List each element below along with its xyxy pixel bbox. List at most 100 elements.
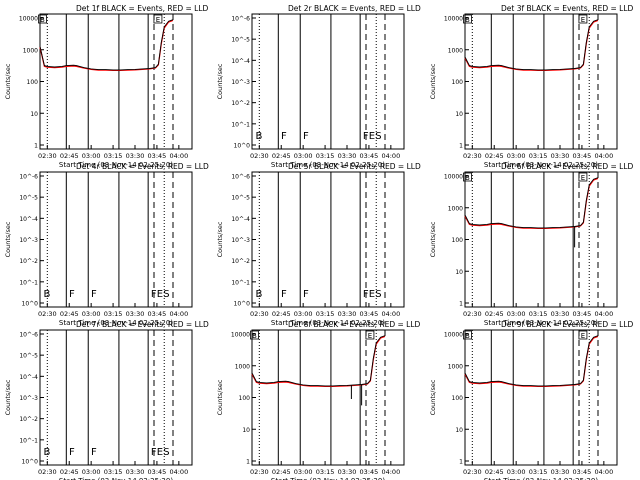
x-tick-label: 02:30 — [250, 152, 269, 160]
y-tick-label: 10^-4 — [231, 58, 250, 65]
y-tick-label: 10^0 — [22, 301, 39, 308]
y-tick-label: 10^-2 — [19, 416, 38, 423]
x-tick-label: 03:15 — [529, 152, 548, 160]
plot-frame — [39, 329, 193, 466]
x-tick-label: 03:30 — [338, 468, 357, 476]
x-axis-label: Start Time (03-Nov-14 02:25:20) — [484, 477, 598, 480]
x-tick-label: 03:45 — [148, 310, 167, 318]
y-tick-label: 1000 — [23, 47, 38, 54]
y-tick-label: 10^-2 — [231, 100, 250, 107]
x-tick-label: 04:00 — [169, 152, 188, 160]
plot-frame — [464, 171, 618, 308]
marker-box-label: B — [252, 332, 257, 340]
x-tick-label: 02:30 — [38, 310, 57, 318]
x-tick-label: 03:00 — [507, 152, 526, 160]
x-axis-label: Start Time (03-Nov-14 02:25:20) — [59, 477, 173, 480]
marker-label: B — [43, 289, 50, 300]
x-tick-label: 04:00 — [169, 468, 188, 476]
marker-box-label: E — [156, 16, 160, 24]
marker-box — [578, 14, 588, 24]
detector-panel: Det 9f BLACK = Events, RED = LLD 02:30 02:… — [429, 320, 634, 480]
marker-label: F — [69, 289, 75, 300]
x-tick-label: 03:30 — [338, 152, 357, 160]
marker-label: F — [91, 447, 97, 458]
marker-label: B — [43, 447, 50, 458]
x-tick-label: 04:00 — [381, 310, 400, 318]
y-tick-label: 1000 — [235, 363, 250, 370]
marker-label: E — [369, 289, 375, 300]
x-tick-label: 03:30 — [126, 468, 145, 476]
x-tick-label: 02:30 — [38, 468, 57, 476]
plot-frame — [464, 13, 618, 150]
marker-box — [153, 14, 163, 24]
y-tick-label: 1 — [459, 301, 463, 308]
y-tick-label: 10^-3 — [231, 237, 250, 244]
marker-box — [38, 14, 47, 24]
y-tick-label: 10 — [455, 111, 463, 118]
marker-label: F — [69, 447, 75, 458]
marker-box-label: E — [581, 16, 585, 24]
marker-box-label: E — [368, 332, 372, 340]
x-tick-label: 03:45 — [573, 468, 592, 476]
y-tick-label: 10^-1 — [231, 279, 250, 286]
y-tick-label: 10^-6 — [231, 16, 250, 23]
x-tick-label: 02:30 — [463, 310, 482, 318]
x-axis-label: Start Time (03-Nov-14 02:25:20) — [59, 161, 173, 169]
x-tick-label: 02:45 — [60, 468, 79, 476]
x-tick-label: 03:00 — [294, 310, 313, 318]
panel-title: Det 5r BLACK = Events, RED = LLD — [288, 162, 421, 171]
series-lld-line — [464, 177, 599, 229]
x-tick-label: 02:45 — [272, 310, 291, 318]
y-tick-label: 10 — [30, 111, 38, 118]
detector-panel: Det 8f BLACK = Events, RED = LLD 02:30 02:… — [216, 320, 421, 480]
y-axis-label: Counts/sec — [4, 379, 12, 415]
x-tick-label: 03:45 — [573, 310, 592, 318]
y-tick-label: 10 — [455, 427, 463, 434]
x-tick-label: 03:30 — [551, 468, 570, 476]
y-tick-label: 10^-6 — [19, 174, 38, 181]
y-axis-label: Counts/sec — [429, 379, 437, 415]
y-tick-label: 10^-3 — [231, 79, 250, 86]
marker-label: F — [281, 131, 287, 142]
x-tick-label: 03:00 — [294, 152, 313, 160]
x-tick-label: 03:15 — [316, 468, 335, 476]
y-axis-label: Counts/sec — [216, 63, 224, 99]
y-tick-label: 10^-3 — [19, 237, 38, 244]
panel-title: Det 8f BLACK = Events, RED = LLD — [288, 320, 421, 329]
marker-box — [463, 330, 472, 340]
x-tick-label: 02:45 — [60, 152, 79, 160]
x-tick-label: 04:00 — [594, 310, 613, 318]
series-events-line — [251, 335, 386, 387]
y-tick-label: 10^-5 — [231, 37, 250, 44]
marker-box-label: E — [581, 174, 585, 182]
marker-box — [365, 330, 375, 340]
x-tick-label: 02:45 — [272, 468, 291, 476]
y-tick-label: 10 — [242, 427, 250, 434]
x-tick-label: 03:00 — [507, 310, 526, 318]
x-tick-label: 04:00 — [594, 152, 613, 160]
detector-panel: Det 2r BLACK = Events, RED = LLD 02:30 02:… — [216, 4, 421, 169]
y-tick-label: 1000 — [448, 363, 463, 370]
y-tick-label: 10^0 — [234, 143, 251, 150]
series-events-line — [39, 19, 174, 71]
series-lld-line — [251, 335, 386, 387]
marker-label: S — [375, 289, 381, 300]
marker-label: S — [163, 289, 169, 300]
x-tick-label: 03:45 — [573, 152, 592, 160]
x-tick-label: 03:45 — [360, 152, 379, 160]
panel-title: Det 6f BLACK = Events, RED = LLD — [501, 162, 634, 171]
series-events-line — [464, 177, 599, 229]
x-tick-label: 03:00 — [82, 310, 101, 318]
marker-label: F — [91, 289, 97, 300]
panel-title: Det 1f BLACK = Events, RED = LLD — [76, 4, 209, 13]
y-tick-label: 10^-6 — [231, 174, 250, 181]
marker-label: F — [363, 131, 369, 142]
x-tick-label: 02:30 — [38, 152, 57, 160]
y-tick-label: 1 — [459, 143, 463, 150]
y-tick-label: 10^-6 — [19, 332, 38, 339]
x-tick-label: 03:30 — [126, 310, 145, 318]
y-tick-label: 10^-2 — [231, 258, 250, 265]
marker-label: S — [163, 447, 169, 458]
x-tick-label: 02:30 — [250, 310, 269, 318]
